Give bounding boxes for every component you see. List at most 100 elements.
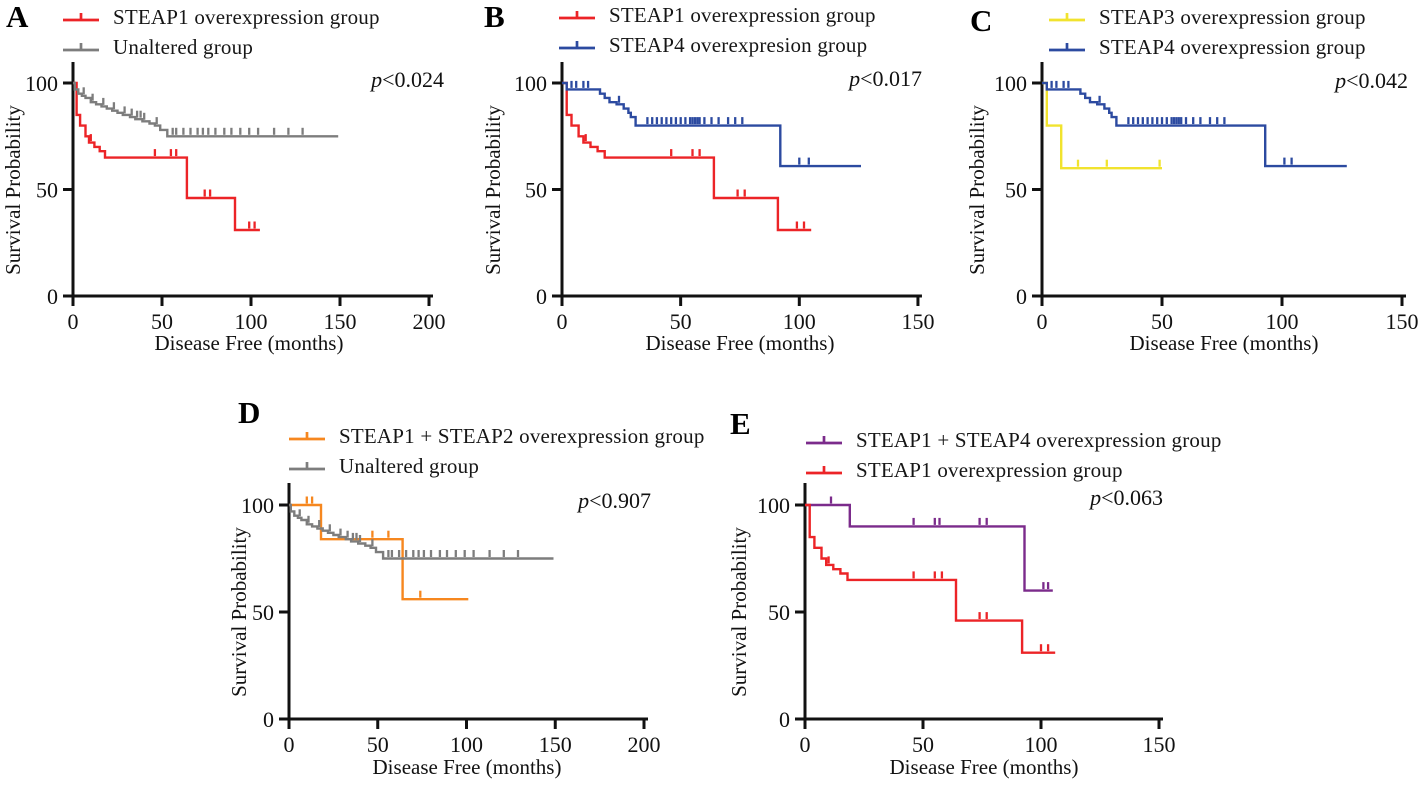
x-axis-label: Disease Free (months) [155, 331, 344, 355]
panel-d: D STEAP1 + STEAP2 overexpression group U… [230, 395, 710, 785]
svg-text:150: 150 [1386, 309, 1418, 334]
legend: STEAP1 overexpression group STEAP4 overe… [558, 0, 876, 60]
y-axis-label: Survival Probability [727, 527, 751, 697]
x-axis-label: Disease Free (months) [1130, 331, 1319, 355]
km-legend-marker-icon [289, 432, 325, 441]
svg-text:0: 0 [284, 732, 295, 757]
km-legend-marker-icon [63, 43, 99, 52]
y-axis-label: Survival Probability [965, 105, 989, 275]
svg-text:50: 50 [525, 178, 547, 203]
y-axis-label: Survival Probability [230, 527, 251, 697]
legend: STEAP1 overexpression group Unaltered gr… [62, 2, 380, 62]
km-legend-marker-icon [63, 13, 99, 22]
legend: STEAP1 + STEAP2 overexpression group Una… [288, 421, 705, 481]
svg-text:150: 150 [901, 309, 934, 334]
p-value: p<0.042 [1333, 68, 1408, 93]
svg-text:50: 50 [367, 732, 389, 757]
panel-c: C STEAP3 overexpression group STEAP4 ove… [950, 0, 1418, 390]
svg-text:50: 50 [670, 309, 692, 334]
km-legend-marker-icon [806, 466, 842, 475]
panel-label: D [238, 395, 261, 430]
svg-text:50: 50 [36, 178, 58, 203]
svg-text:0: 0 [800, 732, 811, 757]
y-axis-label: Survival Probability [1, 105, 25, 275]
legend-label: Unaltered group [339, 453, 480, 478]
legend: STEAP1 + STEAP4 overexpression group STE… [805, 425, 1222, 485]
legend-item: STEAP3 overexpression group [1048, 2, 1366, 32]
legend-item: STEAP1 + STEAP2 overexpression group [288, 421, 705, 451]
svg-text:50: 50 [768, 600, 790, 625]
p-value: p<0.907 [576, 488, 651, 513]
panel-label: B [484, 0, 505, 34]
x-axis-label: Disease Free (months) [646, 331, 835, 355]
svg-text:100: 100 [994, 71, 1027, 96]
svg-text:0: 0 [1037, 309, 1048, 334]
svg-text:0: 0 [68, 309, 79, 334]
legend-label: Unaltered group [113, 34, 254, 59]
legend-label: STEAP1 + STEAP4 overexpression group [856, 427, 1222, 452]
legend-label: STEAP3 overexpression group [1099, 4, 1366, 29]
legend-item: STEAP4 overexpression group [1048, 32, 1366, 62]
p-value: p<0.024 [369, 67, 444, 92]
svg-text:150: 150 [1143, 732, 1176, 757]
svg-text:100: 100 [514, 71, 547, 96]
legend-item: Unaltered group [288, 451, 705, 481]
legend-item: Unaltered group [62, 32, 380, 62]
svg-text:150: 150 [324, 309, 357, 334]
legend-item: STEAP4 overexpresion group [558, 30, 876, 60]
km-plot: 0 50 100 150 0 50 100 Survival Probability Dis… [965, 62, 1418, 355]
svg-text:100: 100 [25, 71, 58, 96]
km-plot: 0 50 100 150 0 50 100 Survival Probability Dis… [727, 483, 1176, 779]
legend-label: STEAP4 overexpresion group [609, 32, 868, 57]
svg-text:50: 50 [1151, 309, 1173, 334]
km-legend-marker-icon [806, 436, 842, 445]
svg-text:100: 100 [450, 732, 483, 757]
legend-item: STEAP1 + STEAP4 overexpression group [805, 425, 1222, 455]
svg-text:100: 100 [783, 309, 816, 334]
panel-b: B STEAP1 overexpression group STEAP4 ove… [470, 0, 950, 390]
legend-item: STEAP1 overexpression group [558, 0, 876, 30]
legend-item: STEAP1 overexpression group [805, 455, 1222, 485]
panel-label: E [730, 406, 751, 441]
svg-text:50: 50 [1005, 178, 1027, 203]
svg-text:50: 50 [912, 732, 934, 757]
p-value: p<0.017 [847, 66, 922, 91]
km-legend-marker-icon [559, 41, 595, 50]
svg-text:50: 50 [151, 309, 173, 334]
legend-item: STEAP1 overexpression group [62, 2, 380, 32]
km-legend-marker-icon [1049, 43, 1085, 52]
panel-e: E STEAP1 + STEAP4 overexpression group S… [710, 395, 1221, 785]
legend-label: STEAP4 overexpression group [1099, 34, 1366, 59]
svg-text:100: 100 [1266, 309, 1299, 334]
svg-text:0: 0 [1016, 284, 1027, 309]
x-axis-label: Disease Free (months) [373, 755, 562, 779]
legend-label: STEAP1 + STEAP2 overexpression group [339, 423, 705, 448]
svg-text:0: 0 [263, 707, 274, 732]
svg-text:100: 100 [235, 309, 268, 334]
svg-text:0: 0 [557, 309, 568, 334]
svg-text:100: 100 [1025, 732, 1058, 757]
svg-text:100: 100 [757, 493, 790, 518]
legend-label: STEAP1 overexpression group [113, 4, 380, 29]
km-legend-marker-icon [559, 11, 595, 20]
svg-text:200: 200 [413, 309, 446, 334]
svg-text:50: 50 [252, 600, 274, 625]
panel-label: C [970, 3, 993, 38]
panel-a: A STEAP1 overexpression group Unaltered … [0, 0, 470, 390]
panel-label: A [6, 0, 29, 34]
svg-text:0: 0 [779, 707, 790, 732]
legend-label: STEAP1 overexpression group [856, 457, 1123, 482]
y-axis-label: Survival Probability [481, 105, 505, 275]
km-plot: 0 50 100 150 0 50 100 Survival Probability Dis… [481, 62, 934, 355]
svg-text:150: 150 [539, 732, 572, 757]
km-legend-marker-icon [1049, 13, 1085, 22]
km-legend-marker-icon [289, 462, 325, 471]
svg-text:0: 0 [536, 284, 547, 309]
legend-label: STEAP1 overexpression group [609, 2, 876, 27]
svg-text:0: 0 [47, 284, 58, 309]
legend: STEAP3 overexpression group STEAP4 overe… [1048, 2, 1366, 62]
svg-text:100: 100 [241, 493, 274, 518]
